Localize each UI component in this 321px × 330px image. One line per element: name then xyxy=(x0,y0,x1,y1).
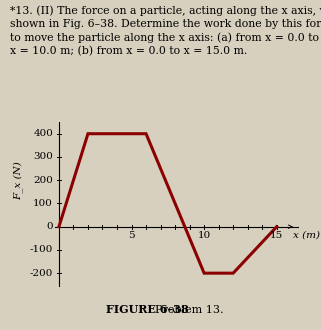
Text: 300: 300 xyxy=(33,152,53,161)
Text: 100: 100 xyxy=(33,199,53,208)
Text: 400: 400 xyxy=(33,129,53,138)
Text: -200: -200 xyxy=(30,269,53,278)
Text: F_x (N): F_x (N) xyxy=(13,161,23,200)
Text: FIGURE 6–38: FIGURE 6–38 xyxy=(106,304,188,315)
Text: -100: -100 xyxy=(30,246,53,254)
Text: *13. (II) The force on a particle, acting along the x axis, varies as
shown in F: *13. (II) The force on a particle, actin… xyxy=(10,5,321,56)
Text: 5: 5 xyxy=(128,231,135,240)
Text: 10: 10 xyxy=(197,231,211,240)
Text: 0: 0 xyxy=(47,222,53,231)
Text: x (m): x (m) xyxy=(293,230,320,239)
Text: 200: 200 xyxy=(33,176,53,185)
Text: Problem 13.: Problem 13. xyxy=(148,305,224,315)
Text: 15: 15 xyxy=(270,231,283,240)
